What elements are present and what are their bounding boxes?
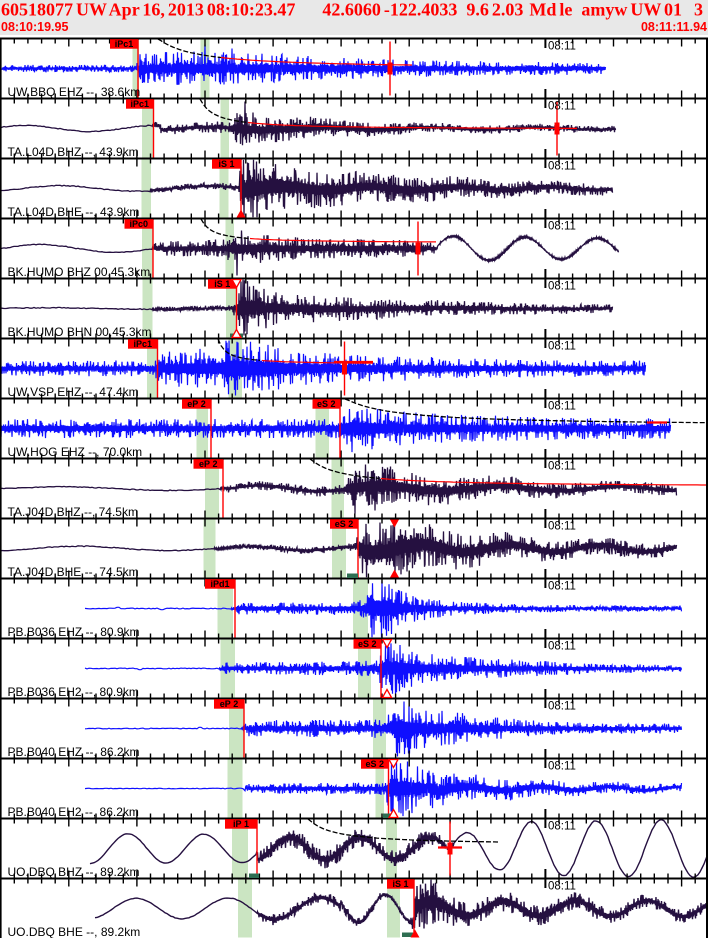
svg-text:TA.J04D BHZ --, 74.5km: TA.J04D BHZ --, 74.5km: [8, 505, 138, 519]
svg-text:eP 2: eP 2: [199, 459, 218, 469]
svg-text:eP 2: eP 2: [187, 399, 206, 409]
svg-text:08:11: 08:11: [548, 281, 576, 293]
svg-text:iPc0: iPc0: [130, 219, 149, 229]
svg-text:PB.B036 EH2 --, 80.9km: PB.B036 EH2 --, 80.9km: [8, 685, 139, 699]
svg-text:TA.J04D BHE --, 74.5km: TA.J04D BHE --, 74.5km: [8, 565, 139, 579]
svg-text:BK.HUMO BHN 00,45.3km: BK.HUMO BHN 00,45.3km: [8, 325, 152, 339]
svg-text:BK.HUMO BHZ 00,45.3km: BK.HUMO BHZ 00,45.3km: [8, 265, 151, 279]
svg-text:eP 2: eP 2: [220, 699, 239, 709]
svg-text:PB.B036 EHZ --, 80.9km: PB.B036 EHZ --, 80.9km: [8, 625, 140, 639]
svg-text:iP 1: iP 1: [233, 819, 249, 829]
svg-text:iS 1: iS 1: [214, 279, 230, 289]
svg-text:iPc1: iPc1: [134, 339, 153, 349]
svg-text:08:11: 08:11: [548, 101, 576, 113]
svg-text:iS 1: iS 1: [392, 879, 408, 889]
svg-text:08:11: 08:11: [548, 41, 576, 53]
svg-text:08:11: 08:11: [548, 881, 576, 893]
svg-text:08:11: 08:11: [548, 521, 576, 533]
svg-text:08:11: 08:11: [548, 761, 576, 773]
svg-text:PB.B040 EH2 --, 86.2km: PB.B040 EH2 --, 86.2km: [8, 805, 139, 819]
svg-text:08:11: 08:11: [548, 641, 576, 653]
svg-text:UW.BBQ EHZ --, 38.6km: UW.BBQ EHZ --, 38.6km: [8, 85, 141, 99]
svg-text:iPc1: iPc1: [131, 99, 150, 109]
svg-text:08:11: 08:11: [548, 581, 576, 593]
svg-text:UO.DBQ BHZ --, 89.2km: UO.DBQ BHZ --, 89.2km: [8, 865, 140, 879]
svg-text:PB.B040 EHZ --, 86.2km: PB.B040 EHZ --, 86.2km: [8, 745, 140, 759]
svg-text:TA.L04D BHE --, 43.9km: TA.L04D BHE --, 43.9km: [8, 205, 140, 219]
svg-text:TA.L04D BHZ --, 43.9km: TA.L04D BHZ --, 43.9km: [8, 145, 139, 159]
svg-text:08:11: 08:11: [548, 701, 576, 713]
svg-text:08:11: 08:11: [548, 341, 576, 353]
svg-text:08:11: 08:11: [548, 161, 576, 173]
svg-text:eS 2: eS 2: [366, 759, 385, 769]
svg-text:eS 2: eS 2: [317, 399, 336, 409]
svg-text:iPc1: iPc1: [115, 39, 134, 49]
svg-text:08:11: 08:11: [548, 221, 576, 233]
svg-text:iPd1: iPd1: [210, 579, 229, 589]
svg-text:UO.DBQ BHE --, 89.2km: UO.DBQ BHE --, 89.2km: [8, 925, 141, 938]
svg-text:eS 2: eS 2: [358, 639, 377, 649]
svg-text:60518077 UW Apr 16, 2013 08:10: 60518077 UW Apr 16, 2013 08:10:23.47 42.…: [1, 0, 703, 20]
svg-text:iS 1: iS 1: [218, 159, 234, 169]
svg-text:08:11: 08:11: [548, 821, 576, 833]
svg-text:08:11: 08:11: [548, 461, 576, 473]
svg-text:UW.HOG EHZ --, 70.0km: UW.HOG EHZ --, 70.0km: [8, 445, 143, 459]
svg-text:UW.VSP EHZ --, 47.4km: UW.VSP EHZ --, 47.4km: [8, 385, 139, 399]
svg-text:08:11: 08:11: [548, 401, 576, 413]
svg-text:08:10:19.95: 08:10:19.95: [1, 20, 68, 34]
svg-text:08:11:11.94: 08:11:11.94: [641, 20, 707, 34]
svg-text:eS 2: eS 2: [335, 519, 354, 529]
